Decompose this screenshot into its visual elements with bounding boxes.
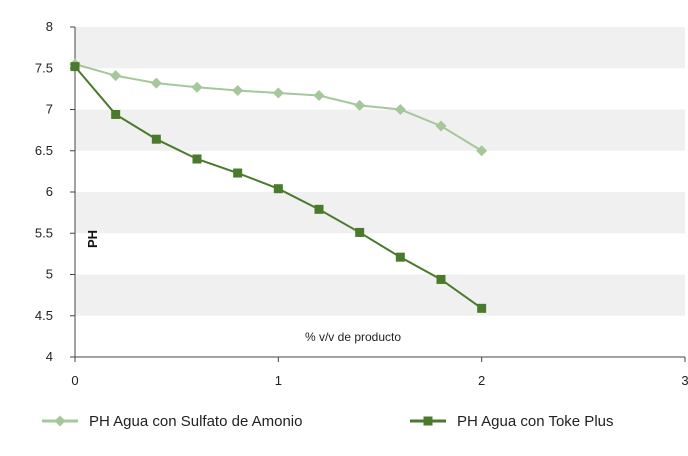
data-point (395, 252, 405, 262)
data-point (70, 62, 80, 72)
y-axis-label: PH (85, 230, 100, 248)
data-point (151, 134, 161, 144)
y-tick-labels: 4 4.5 5 5.5 6 6.5 7 7.5 8 (35, 19, 53, 364)
data-point (272, 87, 284, 99)
series-group (69, 58, 488, 313)
x-tick-label: 3 (681, 373, 688, 388)
data-point (394, 104, 406, 115)
data-point (191, 81, 203, 93)
grid-band (75, 27, 685, 69)
grid-band (75, 274, 685, 316)
data-point (232, 85, 244, 97)
y-tick-label: 5.5 (35, 225, 53, 240)
data-point (476, 145, 488, 157)
y-tick-label: 8 (46, 19, 53, 34)
y-tick-label: 6 (46, 184, 53, 199)
y-tick-label: 5 (46, 267, 53, 282)
series-2 (70, 62, 487, 313)
legend-label: PH Agua con Sulfato de Amonio (89, 413, 302, 430)
data-point (435, 120, 447, 132)
data-point (313, 89, 325, 101)
data-point (110, 70, 122, 82)
y-tick-label: 7.5 (35, 60, 53, 75)
legend-marker (423, 416, 433, 426)
y-tick-label: 4 (46, 349, 53, 364)
x-tick-label: 0 (71, 373, 78, 388)
grid-band (75, 192, 685, 234)
y-tick-label: 7 (46, 102, 53, 117)
x-tick-label: 2 (478, 373, 485, 388)
x-tick-labels: 0 1 2 3 (71, 373, 688, 388)
x-axis-label: % v/v de producto (305, 330, 401, 344)
data-point (150, 77, 162, 89)
grid-bands (75, 27, 685, 316)
data-point (273, 184, 283, 194)
legend-item-1: PH Agua con Sulfato de Amonio (42, 413, 302, 430)
series-1 (69, 58, 488, 157)
data-point (314, 204, 324, 214)
legend-marker (54, 415, 66, 427)
data-point (111, 109, 121, 119)
legend-label: PH Agua con Toke Plus (457, 413, 614, 430)
data-point (477, 303, 487, 313)
data-point (192, 154, 202, 164)
legend-item-2: PH Agua con Toke Plus (410, 413, 614, 430)
legend: PH Agua con Sulfato de Amonio PH Agua con… (42, 413, 614, 430)
data-point (233, 168, 243, 178)
data-point (355, 227, 365, 237)
y-tick-label: 4.5 (35, 308, 53, 323)
grid-band (75, 109, 685, 151)
data-point (436, 274, 446, 284)
data-point (354, 99, 366, 111)
y-tick-label: 6.5 (35, 143, 53, 158)
x-tick-label: 1 (275, 373, 282, 388)
